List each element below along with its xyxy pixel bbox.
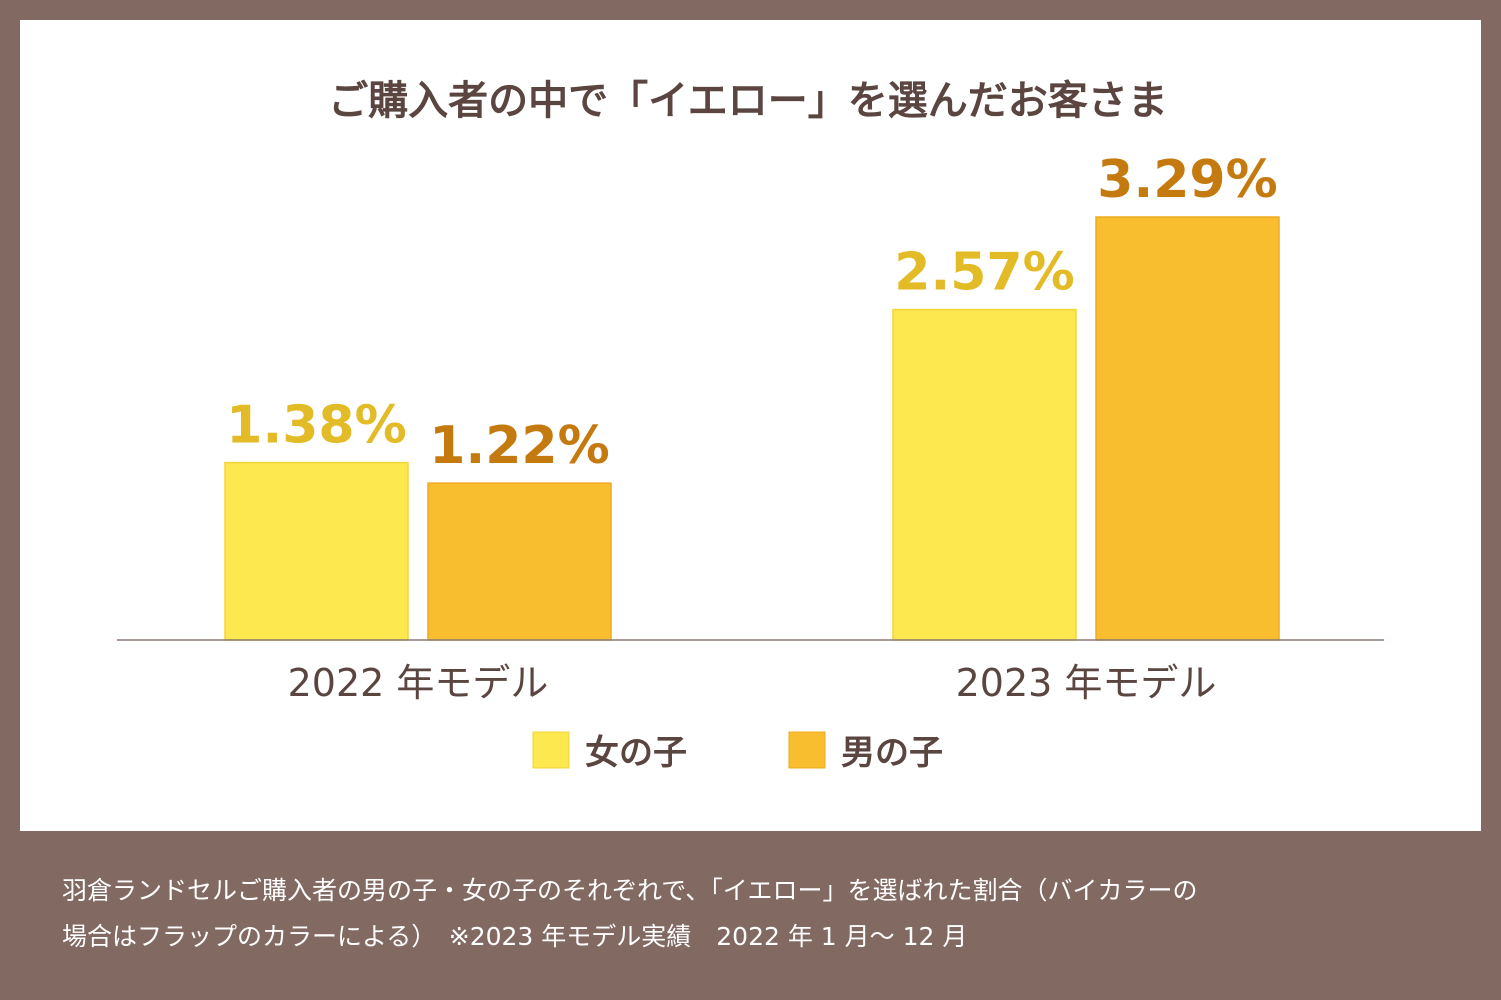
value-label-2-1: 2.57% <box>894 243 1074 303</box>
footnote-line-1: 羽倉ランドセルご購入者の男の子・女の子のそれぞれで、「イエロー」を選ばれた割合（… <box>62 876 1198 905</box>
legend-swatch-1 <box>532 731 570 769</box>
value-label-1-2: 1.22% <box>429 416 609 476</box>
labels-layer: 1.38% 1.22% 2022 年モデル 2.57% 3.29% 2023 年モデル <box>226 150 1277 705</box>
legend-swatch-2 <box>788 731 826 769</box>
legend-label-2: 男の子 <box>841 733 943 773</box>
chart-title: ご購入者の中で「イエロー」を選んだお客さま <box>328 78 1168 124</box>
bar-2-2 <box>1095 216 1280 641</box>
value-label-2-2: 3.29% <box>1097 150 1277 210</box>
legend: 女の子 男の子 <box>532 731 943 773</box>
value-label-1-1: 1.38% <box>226 396 406 456</box>
category-label-1: 2022 年モデル <box>288 661 549 705</box>
legend-label-1: 女の子 <box>585 733 687 773</box>
bar-1-2 <box>427 482 612 641</box>
footnote-line-2: 場合はフラップのカラーによる） ※2023 年モデル実績 2022 年 1 月～… <box>62 922 968 951</box>
footnote: 羽倉ランドセルご購入者の男の子・女の子のそれぞれで、「イエロー」を選ばれた割合（… <box>62 868 1442 960</box>
bar-2-1 <box>892 308 1077 641</box>
bar-chart: ご購入者の中で「イエロー」を選んだお客さま 1.38% 1.22% 2022 年モデ… <box>117 78 1384 773</box>
bar-1-1 <box>224 461 409 641</box>
chart-panel: ご購入者の中で「イエロー」を選んだお客さま 1.38% 1.22% 2022 年モデ… <box>20 20 1481 831</box>
category-label-2: 2023 年モデル <box>956 661 1217 705</box>
bars-layer <box>224 216 1280 641</box>
